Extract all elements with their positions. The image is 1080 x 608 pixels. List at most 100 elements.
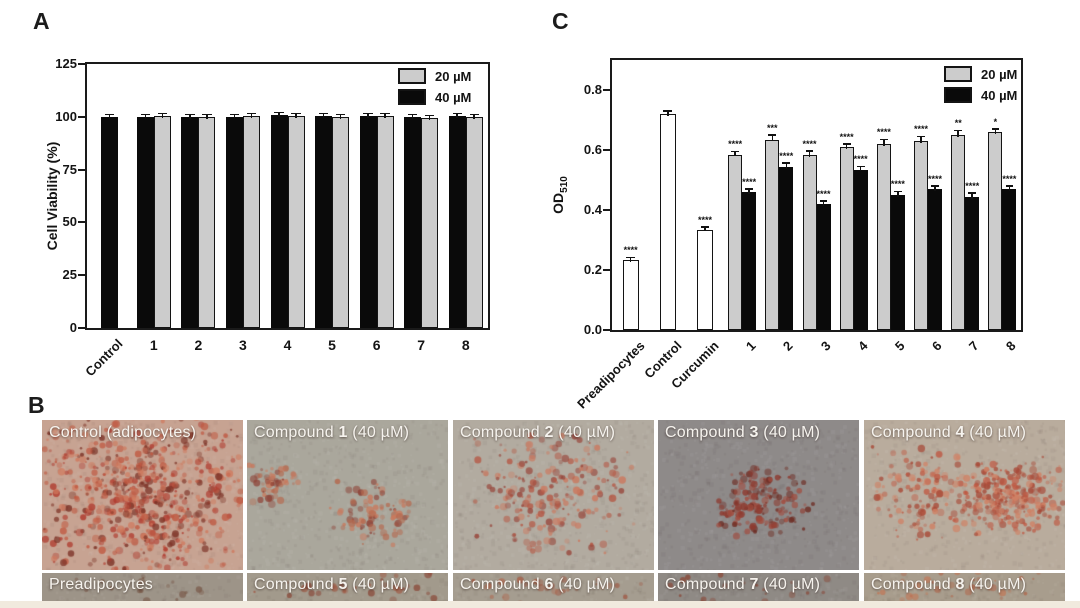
micrograph-image xyxy=(864,573,1065,602)
error-bar-cap xyxy=(819,200,828,202)
micrograph-tile: Compound 2 (40 µM) xyxy=(453,420,654,570)
error-bar-cap xyxy=(469,113,479,116)
y-tick-mark xyxy=(603,269,610,271)
significance-label: **** xyxy=(839,131,854,142)
bar-20 µM xyxy=(376,115,394,328)
error-bar-stem xyxy=(411,115,414,119)
error-bar-stem xyxy=(859,167,862,172)
error-bar-cap xyxy=(954,129,963,132)
micrograph-caption: Compound 6 (40 µM) xyxy=(460,576,616,593)
error-bar-cap xyxy=(274,111,284,114)
micrograph-tile: Compound 7 (40 µM) xyxy=(658,573,859,602)
error-bar-cap xyxy=(246,112,257,115)
x-tick-label: 3 xyxy=(817,338,834,354)
legend-item: 20 µM xyxy=(398,68,471,84)
y-tick-mark xyxy=(603,89,610,91)
error-bar-stem xyxy=(108,115,111,119)
error-bar-cap xyxy=(157,112,167,115)
significance-label: **** xyxy=(1002,173,1017,184)
error-bar-stem xyxy=(897,192,899,197)
micrograph-image xyxy=(658,420,859,570)
y-tick-label: 75 xyxy=(62,161,77,177)
bar-40 µM xyxy=(816,204,831,330)
micrograph-tile: Preadipocytes xyxy=(42,573,243,602)
panel-b-label: B xyxy=(28,392,45,418)
chart-legend: 20 µM 40 µM xyxy=(398,68,471,110)
error-bar-stem xyxy=(367,114,369,118)
error-bar-stem xyxy=(734,152,736,157)
bar-20 µM xyxy=(765,139,780,330)
significance-label: **** xyxy=(928,173,943,184)
bar-40 µM xyxy=(448,115,466,328)
error-bar-cap xyxy=(880,138,888,141)
micrograph-tile: Compound 6 (40 µM) xyxy=(453,573,654,602)
error-bar-stem xyxy=(957,131,959,137)
significance-label: **** xyxy=(802,138,817,149)
significance-label: **** xyxy=(779,150,794,161)
error-bar-cap xyxy=(229,113,240,116)
error-bar-stem xyxy=(278,113,280,117)
x-tick-label: 4 xyxy=(283,337,292,353)
y-tick-mark xyxy=(603,149,610,151)
bar-20 µM xyxy=(951,135,966,330)
error-bar-cap xyxy=(140,113,150,116)
significance-label: **** xyxy=(965,180,980,191)
error-bar-cap xyxy=(768,134,777,136)
error-bar-stem xyxy=(295,114,297,118)
micrograph-image xyxy=(658,573,859,602)
micrograph-tile: Compound 8 (40 µM) xyxy=(864,573,1065,602)
y-tick-label: 25 xyxy=(62,267,77,283)
x-tick-label: 1 xyxy=(149,337,158,353)
error-bar-cap xyxy=(856,165,865,168)
error-bar-stem xyxy=(473,115,475,119)
x-tick-label: 8 xyxy=(1003,338,1020,354)
error-bar-cap xyxy=(782,162,791,164)
x-tick-label: 6 xyxy=(928,338,945,354)
micrograph-caption: Compound 5 (40 µM) xyxy=(254,576,410,593)
x-tick-label: Preadipocytes xyxy=(573,338,648,412)
significance-label: **** xyxy=(890,179,905,189)
x-tick-label: Curcumin xyxy=(668,338,722,392)
error-bar-stem xyxy=(339,115,342,119)
error-bar-cap xyxy=(931,185,939,187)
micrograph-tile: Compound 4 (40 µM) xyxy=(864,420,1065,570)
significance-label: * xyxy=(993,116,998,127)
micrograph-caption: Control (adipocytes) xyxy=(49,424,197,441)
error-bar-stem xyxy=(667,111,669,116)
error-bar-stem xyxy=(322,114,325,118)
bar-40 µM xyxy=(270,114,288,328)
x-tick-label: 7 xyxy=(966,338,982,354)
y-tick-label: 100 xyxy=(55,108,77,124)
micrograph-image xyxy=(247,420,448,570)
bar-20 µM xyxy=(421,117,439,328)
y-tick-mark xyxy=(78,327,85,329)
error-bar-stem xyxy=(785,163,788,169)
error-bar-cap xyxy=(663,110,673,112)
micrograph-image xyxy=(42,573,243,602)
error-bar-cap xyxy=(202,113,212,116)
y-tick-label: 0.0 xyxy=(583,322,602,337)
bar-40 µM xyxy=(890,195,905,330)
micrograph-caption: Preadipocytes xyxy=(49,576,153,593)
error-bar-cap xyxy=(335,113,346,116)
y-tick-mark xyxy=(78,221,85,224)
error-bar-stem xyxy=(748,189,750,194)
error-bar-stem xyxy=(920,137,922,143)
bar-40 µM xyxy=(965,196,980,330)
y-axis-label: OD510 xyxy=(550,176,570,214)
error-bar-cap xyxy=(318,112,329,115)
error-bar-cap xyxy=(894,190,902,192)
micrograph-image xyxy=(453,573,654,602)
y-tick-label: 0 xyxy=(69,320,77,335)
x-tick-label: 6 xyxy=(372,337,381,353)
bar-20 µM xyxy=(839,147,854,330)
bar-20 µM xyxy=(876,144,891,330)
x-tick-label: 1 xyxy=(743,338,759,354)
panel-a-label: A xyxy=(33,8,50,34)
bar-40 µM xyxy=(779,166,794,330)
x-tick-label: 3 xyxy=(239,337,247,353)
